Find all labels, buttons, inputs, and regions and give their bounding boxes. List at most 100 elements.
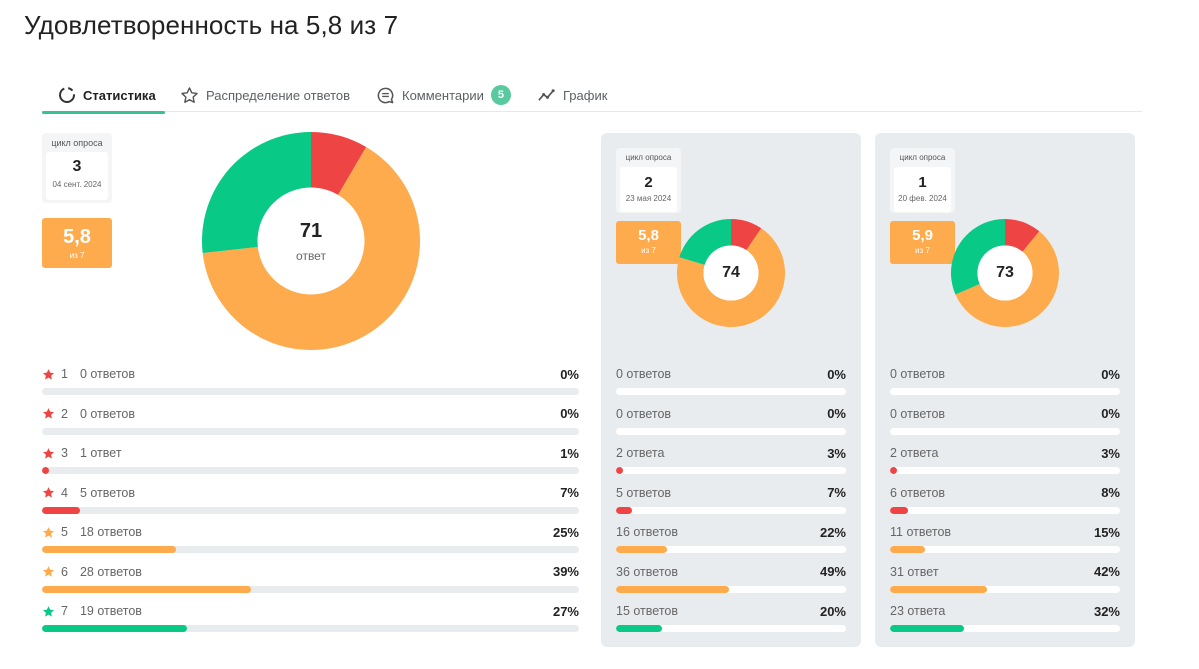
progress-track [42, 585, 579, 593]
tab-chart[interactable]: График [537, 78, 607, 112]
response-count: 16 ответов [616, 525, 678, 539]
rating-row-label: 6 ответов [890, 485, 945, 501]
response-count: 1 ответ [79, 446, 122, 460]
cycle-label: цикл опроса [899, 153, 946, 162]
total-responses: 73 [996, 264, 1014, 281]
rating-value: 4 [61, 485, 68, 500]
donut-hole [703, 245, 759, 301]
response-count: 0 ответов [890, 406, 946, 421]
donut-svg [202, 132, 420, 350]
rating-value: 3 [61, 446, 68, 460]
rating-row-label: 0 ответов [890, 406, 945, 422]
progress-fill [42, 625, 187, 632]
donut-svg [951, 219, 1059, 327]
rating-row-label: 0 ответов [616, 406, 671, 422]
progress-fill [42, 546, 177, 553]
response-percent: 22% [819, 524, 846, 540]
score-value: 5,9 [912, 227, 933, 244]
response-percent: 25% [552, 524, 579, 540]
page-title: Удовлетворенность на 5,8 из 7 [24, 10, 399, 40]
progress-track [42, 388, 579, 395]
response-percent: 20% [819, 603, 846, 619]
response-count: 5 ответов [616, 485, 672, 500]
tab-bar: Статистика Распределение ответов Коммент… [42, 78, 1142, 114]
tab-distribution[interactable]: Распределение ответов [180, 78, 350, 112]
response-percent: 42% [1093, 564, 1120, 579]
rating-row: 5 ответов 7% [616, 485, 846, 517]
donut-slice-red [731, 219, 762, 251]
progress-fill [890, 506, 909, 514]
response-percent: 3% [827, 445, 846, 461]
score-value: 5,8 [638, 227, 659, 244]
tab-statistics[interactable]: Статистика [42, 78, 165, 114]
response-count: 2 ответа [616, 446, 665, 460]
rating-row: 2 ответа 3% [616, 445, 846, 477]
progress-track [616, 546, 846, 553]
rating-row-label: 1 0 ответов [42, 366, 135, 382]
rating-row: 6 28 ответов 39% [42, 564, 579, 596]
donut-chart: 71 ответ [202, 132, 420, 350]
donut-slice-red [1005, 219, 1040, 252]
rating-row: 2 ответа 3% [890, 445, 1120, 477]
rating-row: 16 ответов 22% [616, 524, 846, 556]
tab-comments[interactable]: Комментарии 5 [376, 78, 511, 112]
cycle-card: цикл опроса 2 23 мая 2024 [616, 148, 681, 213]
star-icon [42, 368, 55, 380]
rating-value: 6 [61, 564, 68, 579]
response-percent: 32% [1093, 603, 1120, 619]
cycle-card: цикл опроса 1 20 фев. 2024 [890, 148, 955, 213]
donut-slice-green [951, 219, 1005, 295]
progress-track [890, 388, 1120, 395]
progress-fill [616, 625, 662, 632]
star-icon [42, 605, 55, 617]
star-icon [42, 447, 55, 459]
response-count: 31 ответ [890, 564, 939, 579]
rating-value: 1 [61, 367, 68, 381]
progress-track [890, 546, 1120, 553]
response-count: 28 ответов [79, 564, 142, 579]
rating-row: 31 ответ 42% [890, 564, 1120, 596]
donut-slice-orange [955, 231, 1059, 327]
rating-row-label: 11 ответов [890, 524, 951, 540]
donut-chart: 73 [951, 219, 1059, 327]
response-percent: 1% [560, 445, 579, 461]
rating-row: 1 0 ответов 0% [42, 366, 579, 398]
progress-track [616, 625, 846, 632]
donut-slice-green [202, 132, 311, 254]
progress-track [890, 427, 1120, 435]
rating-row-label: 6 28 ответов [42, 564, 142, 580]
donut-slice-green [679, 219, 731, 265]
progress-track [42, 467, 579, 474]
rating-row: 6 ответов 8% [890, 485, 1120, 517]
donut-hole [257, 187, 365, 295]
rating-row-label: 15 ответов [616, 603, 678, 619]
progress-fill [890, 546, 925, 553]
response-percent: 0% [827, 366, 846, 382]
progress-track [890, 506, 1120, 514]
rating-value: 7 [61, 604, 68, 618]
progress-fill [42, 467, 49, 474]
progress-track [890, 467, 1120, 474]
rating-row: 0 ответов 0% [616, 366, 846, 398]
response-count: 2 ответа [890, 446, 939, 460]
cycle-number: 2 [644, 174, 653, 191]
score-badge: 5,8 из 7 [42, 218, 112, 268]
rating-row-label: 3 1 ответ [42, 445, 122, 461]
response-count: 36 ответов [616, 564, 678, 579]
response-percent: 49% [819, 564, 846, 579]
total-responses: 71 [299, 219, 323, 242]
response-count: 6 ответов [890, 485, 946, 500]
donut-svg [677, 219, 785, 327]
response-count: 0 ответов [79, 367, 135, 381]
progress-track [616, 388, 846, 395]
total-responses: 74 [722, 264, 740, 281]
response-count: 0 ответов [616, 406, 672, 421]
rating-row: 0 ответов 0% [890, 406, 1120, 438]
rating-row: 4 5 ответов 7% [42, 485, 579, 517]
progress-track [42, 427, 579, 435]
donut-chart: 74 [677, 219, 785, 327]
line-chart-icon [538, 88, 555, 101]
rating-row: 3 1 ответ 1% [42, 445, 579, 477]
score-scale: из 7 [641, 246, 656, 255]
progress-track [616, 427, 846, 435]
